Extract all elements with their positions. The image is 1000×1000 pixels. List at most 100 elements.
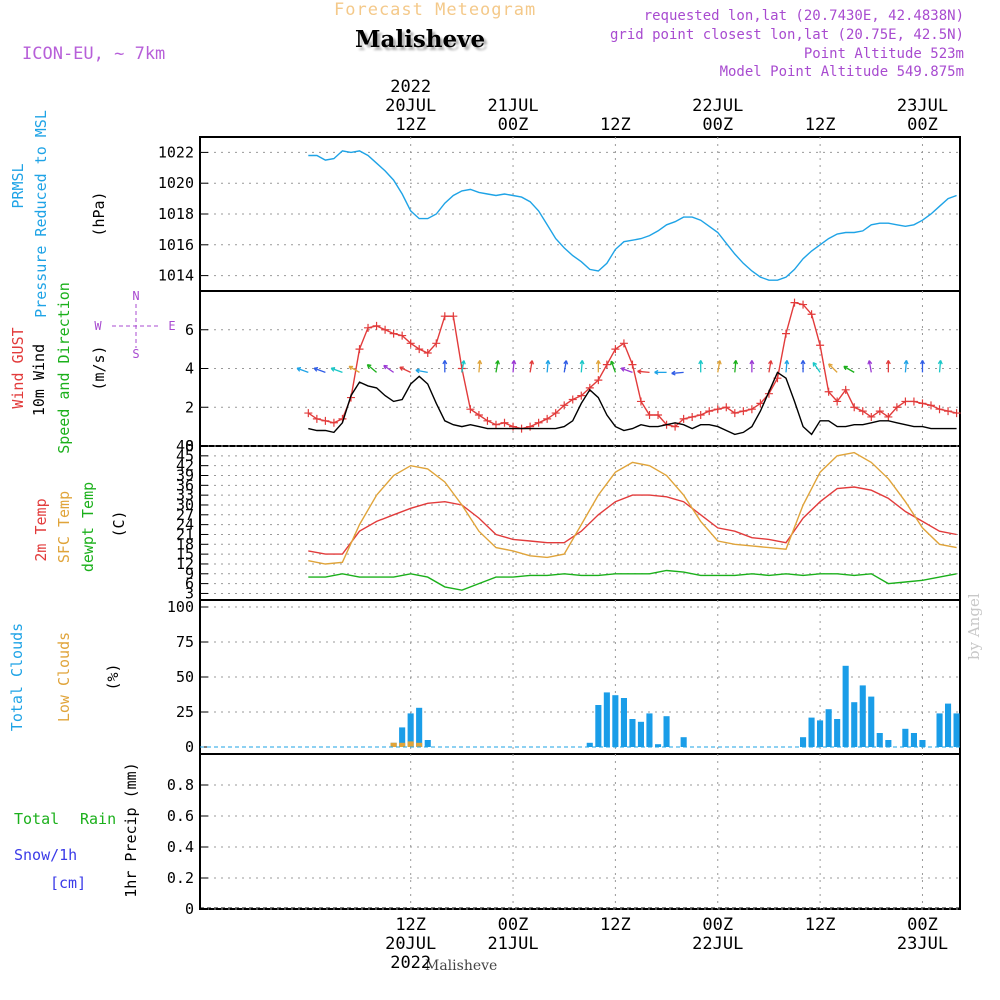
- wind-arrow: [785, 360, 788, 373]
- gust-marker: [381, 325, 390, 334]
- gust-marker: [944, 407, 953, 416]
- gust-marker: [705, 407, 714, 416]
- gust-marker: [483, 416, 492, 425]
- gust-marker: [432, 339, 441, 348]
- gust-marker: [398, 331, 407, 340]
- y-tick-label: 1020: [158, 174, 194, 192]
- bar-total-clouds: [603, 692, 610, 747]
- bar-low-clouds: [390, 742, 397, 747]
- series-line-sfc-temp: [308, 451, 957, 565]
- wind-arrow: [580, 360, 583, 373]
- gust-marker: [619, 339, 628, 348]
- y-tick-label: 6: [185, 575, 194, 593]
- gust-marker: [841, 385, 850, 394]
- gust-marker: [679, 414, 688, 423]
- gust-marker: [654, 411, 663, 419]
- wind-arrow-head: [460, 360, 466, 365]
- wind-10m-label: 10m Wind: [30, 344, 48, 416]
- gust-marker: [551, 409, 560, 418]
- y-tick-label: 2: [185, 398, 194, 416]
- panel-4: 0 25 50 75 100: [167, 598, 961, 756]
- y-tick-label: 21: [176, 525, 194, 543]
- temp-2m-label: 2m Temp: [32, 498, 50, 561]
- top-time-label: 21JUL: [487, 96, 538, 116]
- gust-marker: [645, 411, 654, 419]
- gust-marker: [389, 329, 398, 338]
- y-tick-label: 0: [185, 437, 194, 455]
- precip-snow-unit: [cm]: [50, 874, 86, 892]
- wind-arrow-head: [812, 361, 818, 367]
- gust-marker: [722, 403, 731, 412]
- bar-total-clouds: [953, 713, 960, 747]
- gust-marker: [321, 416, 330, 425]
- gust-marker: [875, 407, 884, 416]
- wind-arrow: [734, 360, 737, 373]
- wind-arrow-head: [828, 363, 833, 368]
- footer-location: Malisheve: [425, 958, 498, 974]
- wind-arrow: [383, 364, 394, 373]
- bar-total-clouds: [620, 698, 627, 747]
- wind-arrow-head: [477, 360, 483, 365]
- gust-marker: [867, 412, 876, 421]
- bar-total-clouds: [859, 685, 866, 747]
- gust-marker: [696, 411, 705, 419]
- y-tick-label: 6: [185, 321, 194, 339]
- precip-total-label: Total: [14, 810, 59, 828]
- gust-marker: [918, 399, 927, 408]
- wind-arrow-head: [919, 360, 925, 365]
- gust-marker: [474, 411, 483, 419]
- gust-marker: [423, 349, 432, 357]
- meteogram-title: Forecast Meteogram: [334, 0, 537, 20]
- bar-total-clouds: [424, 740, 431, 747]
- y-tick-label: 24: [176, 516, 194, 534]
- top-time-label: 12Z: [805, 115, 836, 135]
- wind-arrow: [330, 367, 343, 373]
- top-time-label: 12Z: [600, 115, 631, 135]
- panel-5: 0 0.2 0.4 0.6 0.8: [167, 753, 961, 918]
- wind-arrow: [904, 360, 908, 373]
- wind-arrow-head: [495, 360, 500, 365]
- wind-unit: (m/s): [90, 345, 108, 390]
- y-tick-label: 0: [185, 900, 194, 918]
- bar-total-clouds: [842, 665, 849, 747]
- y-tick-label: 12: [176, 555, 194, 573]
- y-tick-label: 3: [185, 584, 194, 602]
- wind-arrow-head: [637, 369, 642, 375]
- bar-total-clouds: [919, 740, 926, 747]
- gust-marker: [926, 401, 935, 410]
- gust-marker: [449, 312, 458, 321]
- panel-2: 0 2 4 6: [185, 290, 961, 455]
- wind-arrow-head: [620, 367, 626, 372]
- y-tick-label: 0.4: [167, 838, 194, 856]
- wind-arrow: [843, 365, 855, 373]
- bar-total-clouds: [910, 733, 917, 747]
- wind-arrow: [637, 370, 650, 374]
- prmsl-unit: (hPa): [90, 191, 108, 236]
- compass-s: S: [132, 347, 139, 361]
- gust-marker: [526, 422, 535, 431]
- gust-marker: [952, 409, 961, 418]
- gust-marker: [415, 345, 424, 354]
- bar-low-clouds: [399, 742, 406, 747]
- y-tick-label: 9: [185, 565, 194, 583]
- y-tick-label: 1016: [158, 236, 194, 254]
- model-altitude: Model Point Altitude 549.875m: [719, 64, 964, 80]
- bar-total-clouds: [834, 719, 841, 747]
- bar-total-clouds: [612, 695, 619, 747]
- wind-arrow-head: [313, 367, 319, 372]
- clouds-unit: (%): [104, 663, 122, 690]
- bar-total-clouds: [817, 720, 824, 747]
- bar-total-clouds: [945, 703, 952, 747]
- compass-n: N: [132, 289, 139, 303]
- top-time-label: 22JUL: [692, 96, 743, 116]
- wind-arrow: [671, 371, 684, 375]
- y-tick-label: 27: [176, 506, 194, 524]
- wind-arrow-head: [800, 360, 806, 365]
- wind-arrow-head: [716, 360, 722, 365]
- y-tick-label: 0.6: [167, 807, 194, 825]
- y-tick-label: 48: [176, 437, 194, 455]
- precip-snow-label: Snow/1h: [14, 846, 77, 864]
- gust-marker: [730, 409, 739, 418]
- gust-marker: [884, 412, 893, 421]
